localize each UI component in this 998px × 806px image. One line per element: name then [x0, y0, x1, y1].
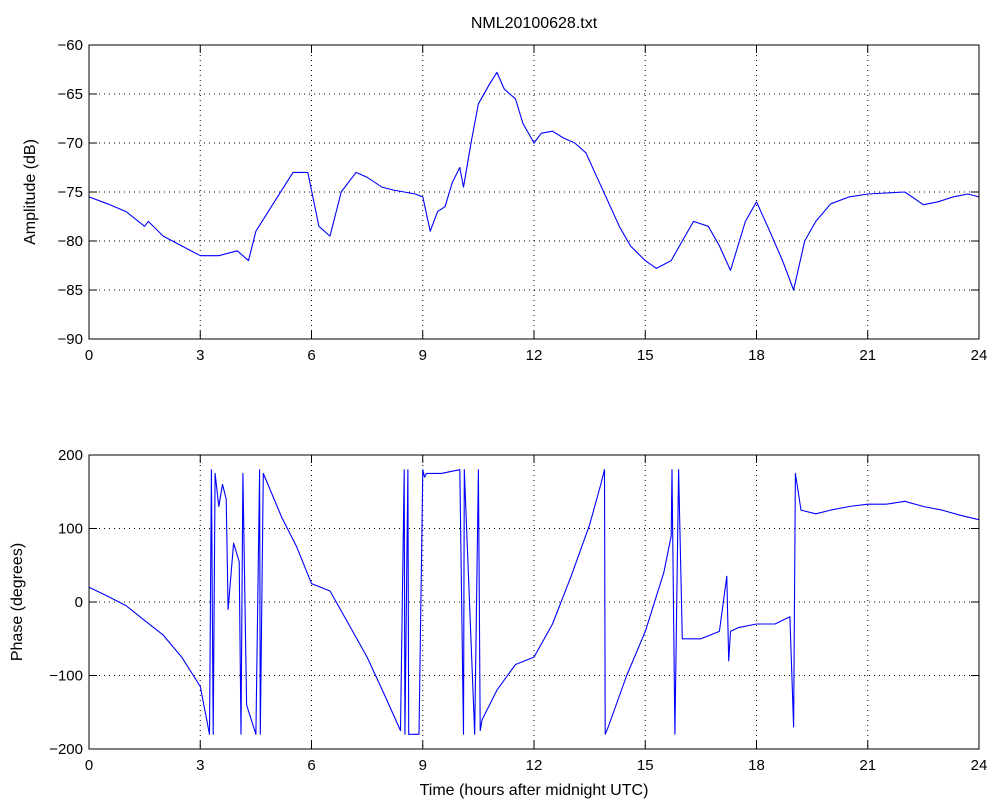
phase-x-tick-label: 0 [85, 757, 93, 774]
phase-x-axis-label: Time (hours after midnight UTC) [420, 782, 649, 799]
phase-y-tick-label: 0 [75, 594, 83, 611]
amplitude-y-tick-label: −70 [58, 135, 83, 152]
amplitude-y-tick-label: −80 [58, 233, 83, 250]
amplitude-y-tick-label: −85 [58, 282, 83, 299]
amplitude-x-tick-label: 21 [859, 347, 876, 364]
amplitude-x-tick-label: 18 [748, 347, 765, 364]
amplitude-y-tick-label: −60 [58, 37, 83, 54]
amplitude-y-tick-label: −65 [58, 86, 83, 103]
figure-title: NML20100628.txt [471, 15, 598, 32]
phase-x-tick-label: 15 [637, 757, 654, 774]
phase-y-tick-label: −200 [49, 741, 83, 758]
phase-y-tick-label: 100 [58, 521, 83, 538]
phase-x-tick-label: 6 [307, 757, 315, 774]
amplitude-series-line [88, 71, 980, 291]
amplitude-y-axis-label: Amplitude (dB) [22, 139, 39, 245]
amplitude-x-tick-label: 3 [196, 347, 204, 364]
phase-y-tick-label: −100 [49, 668, 83, 685]
amplitude-x-tick-label: 0 [85, 347, 93, 364]
phase-y-tick-label: 200 [58, 447, 83, 464]
phase-x-tick-label: 18 [748, 757, 765, 774]
amplitude-y-tick-label: −75 [58, 184, 83, 201]
phase-x-tick-label: 24 [971, 757, 988, 774]
amplitude-x-tick-label: 24 [971, 347, 988, 364]
amplitude-x-tick-label: 15 [637, 347, 654, 364]
amplitude-x-tick-label: 6 [307, 347, 315, 364]
phase-x-tick-label: 21 [859, 757, 876, 774]
phase-series-line [88, 469, 980, 735]
phase-x-tick-label: 12 [526, 757, 543, 774]
amplitude-axes: 0 3 6 9 12 15 18 21 24 −90 −85 −80 −75 −70 −65 −60 Ampli… [22, 37, 987, 364]
phase-x-tick-label: 9 [419, 757, 427, 774]
amplitude-x-tick-label: 9 [419, 347, 427, 364]
phase-axes: 0 3 6 9 12 15 18 21 24 −200 −100 0 100 200 Phase (degr… [9, 447, 987, 799]
amplitude-x-tick-label: 12 [526, 347, 543, 364]
amplitude-y-tick-label: −90 [58, 331, 83, 348]
phase-x-tick-label: 3 [196, 757, 204, 774]
phase-y-axis-label: Phase (degrees) [9, 543, 26, 661]
